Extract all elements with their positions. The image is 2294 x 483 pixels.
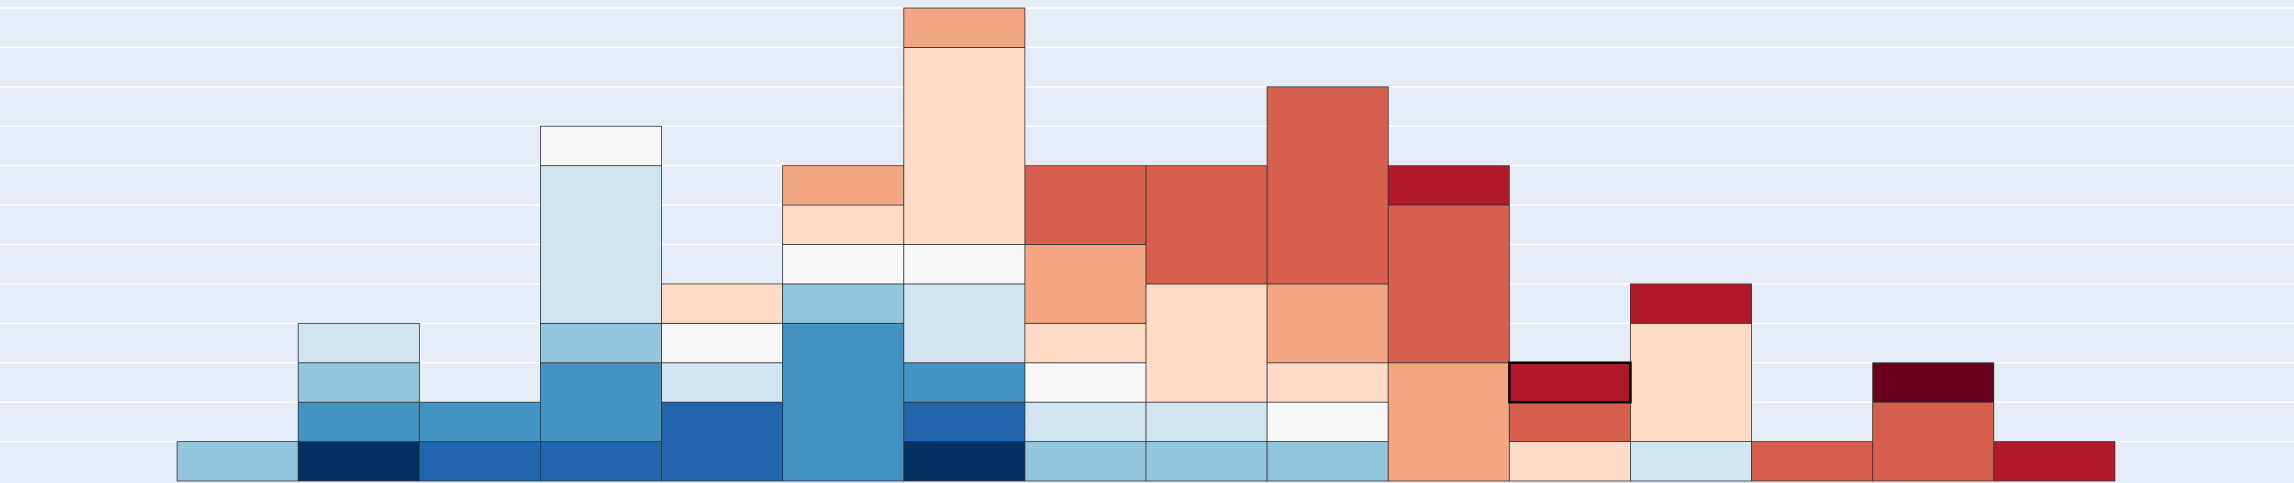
bar-stack	[1993, 441, 2116, 482]
bar-segment[interactable]	[1266, 283, 1389, 364]
bar-segment[interactable]	[1266, 401, 1389, 442]
bar-stack	[1387, 165, 1510, 482]
bar-segment[interactable]	[1387, 362, 1510, 482]
bar-segment[interactable]	[1387, 165, 1510, 206]
bar-stack	[661, 283, 784, 482]
bar-segment[interactable]	[782, 322, 905, 482]
bar-segment[interactable]	[903, 244, 1026, 285]
bar-stack	[176, 441, 299, 482]
bar-segment[interactable]	[297, 362, 420, 403]
bar-segment[interactable]	[540, 125, 662, 167]
bar-stack	[540, 125, 662, 482]
highlighted-segment-outline	[1508, 361, 1632, 404]
bar-segment[interactable]	[1387, 204, 1510, 364]
bar-stack	[903, 7, 1026, 482]
bar-stack	[782, 165, 905, 482]
bar-segment[interactable]	[1630, 441, 1752, 482]
bar-segment[interactable]	[661, 322, 784, 364]
bar-segment[interactable]	[1872, 362, 1995, 403]
bar-segment[interactable]	[540, 362, 662, 442]
bar-segment[interactable]	[540, 322, 662, 364]
bar-segment[interactable]	[540, 165, 662, 324]
bar-stack	[1145, 165, 1268, 482]
bar-segment[interactable]	[1024, 441, 1147, 482]
bar-segment[interactable]	[1508, 441, 1631, 482]
bar-segment[interactable]	[540, 441, 662, 482]
bar-segment[interactable]	[1145, 165, 1268, 285]
bar-segment[interactable]	[661, 283, 784, 324]
bar-segment[interactable]	[1266, 362, 1389, 403]
bar-segment[interactable]	[903, 401, 1026, 442]
bar-segment[interactable]	[1266, 441, 1389, 482]
bar-segment[interactable]	[1024, 322, 1147, 364]
bar-segment[interactable]	[1630, 322, 1752, 442]
bar-segment[interactable]	[782, 165, 905, 206]
bar-segment[interactable]	[1751, 441, 1874, 482]
bar-stack	[1751, 441, 1874, 482]
bar-segment[interactable]	[661, 362, 784, 403]
bar-stack	[418, 401, 541, 482]
bar-segment[interactable]	[903, 47, 1026, 245]
bar-segment[interactable]	[1993, 441, 2116, 482]
bar-stack	[297, 322, 420, 482]
bar-stack	[1266, 86, 1389, 482]
bar-segment[interactable]	[1024, 244, 1147, 324]
bar-segment[interactable]	[1266, 86, 1389, 285]
bar-segment[interactable]	[782, 204, 905, 245]
bar-segment[interactable]	[661, 401, 784, 482]
bar-segment[interactable]	[903, 362, 1026, 403]
bar-segment[interactable]	[903, 7, 1026, 48]
bar-segment[interactable]	[903, 441, 1026, 482]
bar-stack	[1024, 165, 1147, 482]
bar-segment[interactable]	[297, 322, 420, 364]
bar-segment[interactable]	[1872, 401, 1995, 482]
bar-segment[interactable]	[1145, 441, 1268, 482]
bar-segment[interactable]	[418, 401, 541, 442]
bar-segment[interactable]	[176, 441, 299, 482]
bar-segment[interactable]	[418, 441, 541, 482]
bar-segment[interactable]	[1508, 401, 1631, 442]
bar-segment[interactable]	[782, 283, 905, 324]
bar-segment[interactable]	[297, 441, 420, 482]
bar-segment[interactable]	[1145, 401, 1268, 442]
bar-segment[interactable]	[1145, 283, 1268, 403]
bar-segment[interactable]	[1024, 362, 1147, 403]
bar-segment[interactable]	[1630, 283, 1752, 324]
bar-segment[interactable]	[1024, 401, 1147, 442]
bar-segment[interactable]	[297, 401, 420, 442]
bar-stack	[1630, 283, 1752, 482]
bar-stack	[1872, 362, 1995, 482]
bar-segment[interactable]	[1508, 362, 1631, 403]
bar-stack	[1508, 362, 1631, 482]
bar-segment[interactable]	[782, 244, 905, 285]
bar-segment[interactable]	[903, 283, 1026, 364]
bar-segment[interactable]	[1024, 165, 1147, 245]
